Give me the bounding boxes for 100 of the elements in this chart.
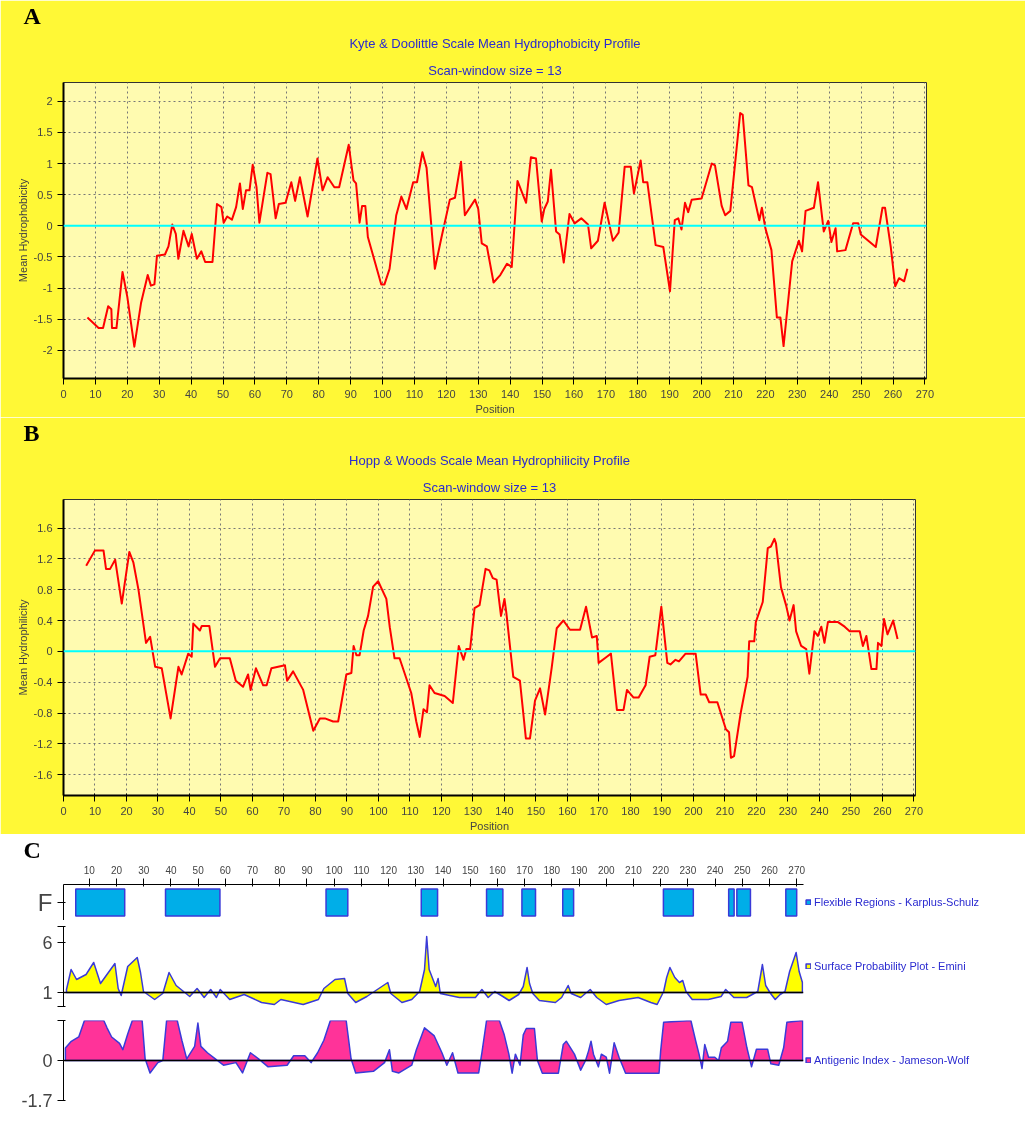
bar	[420, 888, 439, 917]
y-tick-label: -1	[42, 282, 53, 295]
x-tick-label: 230	[679, 864, 697, 876]
x-tick-label: 140	[500, 387, 520, 400]
y-tick-label: 1.6	[37, 522, 53, 535]
text: B	[23, 419, 40, 446]
chart-subtitle: Scan-window size = 13	[428, 62, 562, 78]
x-tick-label: 240	[820, 387, 839, 400]
x-tick-label: 80	[309, 804, 322, 817]
x-tick-label: 210	[625, 864, 643, 876]
x-tick-label: 230	[778, 804, 798, 817]
x-tick-label: 260	[761, 864, 779, 876]
y-axis-title: Mean Hydrophilicity	[16, 599, 29, 696]
chart-title: Kyte & Doolittle Scale Mean Hydrophobicity Profile	[349, 35, 641, 51]
y-tick-label: -0.4	[33, 676, 53, 689]
x-tick-label: 60	[219, 864, 232, 876]
x-tick-label: 140	[495, 804, 514, 817]
x-tick-label: 60	[248, 387, 262, 400]
x-tick-label: 40	[183, 804, 196, 817]
legend-label: Antigenic Index - Jameson-Wolf	[814, 1054, 970, 1066]
bar	[164, 888, 221, 917]
x-tick-label: 150	[461, 864, 480, 876]
bar	[325, 888, 349, 917]
bar	[662, 888, 695, 917]
x-tick-label: 160	[489, 864, 507, 876]
y-tick-label: 0.4	[37, 614, 53, 627]
x-tick-label: 0	[60, 804, 67, 817]
x-tick-label: 160	[564, 387, 584, 400]
x-tick-label: 170	[516, 864, 534, 876]
x-tick-label: 220	[747, 804, 766, 817]
y-tick-label: -1.2	[33, 737, 53, 750]
x-axis-title: Position	[469, 819, 510, 832]
y-tick-label: 0	[42, 1051, 53, 1071]
x-tick-label: 140	[434, 864, 452, 876]
x-tick-label: 40	[165, 864, 177, 876]
y-tick-label: 0	[46, 219, 53, 232]
y-tick-label: -1.6	[33, 768, 53, 781]
x-tick-label: 260	[873, 804, 892, 817]
x-tick-label: 100	[325, 864, 343, 876]
x-tick-label: 270	[915, 387, 935, 400]
x-tick-label: 190	[660, 387, 679, 400]
x-tick-label: 160	[558, 804, 577, 817]
bar	[74, 888, 126, 917]
x-tick-label: 210	[724, 387, 743, 400]
x-tick-label: 90	[344, 387, 357, 400]
y-tick-label: 0	[46, 645, 53, 658]
x-tick-label: 30	[138, 864, 150, 876]
x-tick-label: 70	[277, 804, 291, 817]
x-tick-label: 200	[684, 804, 703, 817]
legend-label: Surface Probability Plot - Emini	[814, 960, 966, 972]
x-tick-label: 90	[340, 804, 354, 817]
bar	[785, 888, 798, 917]
x-tick-label: 10	[89, 387, 102, 400]
x-tick-label: 0	[60, 387, 67, 400]
bar	[561, 888, 575, 917]
y-tick-label: 1	[42, 983, 53, 1003]
x-tick-label: 20	[120, 804, 133, 817]
y-tick-label: -1.5	[33, 313, 53, 326]
x-tick-label: 250	[851, 387, 871, 400]
x-tick-label: 120	[432, 804, 451, 817]
line-series	[85, 537, 899, 759]
bar	[521, 888, 537, 917]
x-tick-label: 250	[841, 804, 861, 817]
x-tick-label: 50	[214, 804, 228, 817]
x-axis-title: Position	[475, 402, 515, 415]
x-tick-label: 30	[153, 387, 166, 400]
x-tick-label: 10	[88, 804, 102, 817]
x-tick-label: 20	[121, 387, 134, 400]
y-tick-label: 1	[46, 157, 53, 170]
x-tick-label: 250	[733, 864, 752, 876]
x-tick-label: 180	[621, 804, 640, 817]
y-tick-label: -1.7	[21, 1091, 53, 1111]
y-tick-label: 6	[42, 933, 53, 953]
x-tick-label: 50	[192, 864, 205, 876]
x-tick-label: 120	[380, 864, 398, 876]
x-tick-label: 90	[301, 864, 313, 876]
legend-label: Flexible Regions - Karplus-Schulz	[814, 896, 980, 908]
x-tick-label: 50	[216, 387, 230, 400]
x-tick-label: 190	[652, 804, 672, 817]
line-series	[86, 112, 909, 348]
x-tick-label: 270	[904, 804, 924, 817]
x-tick-label: 180	[543, 864, 561, 876]
x-tick-label: 170	[589, 804, 609, 817]
x-tick-label: 60	[246, 804, 259, 817]
x-tick-label: 240	[810, 804, 829, 817]
y-axis-title: Mean Hydrophobicity	[16, 178, 29, 283]
x-tick-label: 220	[756, 387, 775, 400]
x-tick-label: 110	[401, 804, 419, 817]
x-tick-label: 30	[151, 804, 165, 817]
x-tick-label: 180	[628, 387, 647, 400]
x-tick-label: 70	[280, 387, 293, 400]
x-tick-label: 240	[706, 864, 724, 876]
x-tick-label: 190	[570, 864, 588, 876]
x-tick-label: 110	[353, 864, 370, 876]
text: A	[23, 2, 42, 29]
chart-subtitle: Scan-window size = 13	[422, 479, 557, 495]
y-tick-label: 0.8	[37, 583, 53, 596]
x-tick-label: 170	[596, 387, 616, 400]
bar	[485, 888, 504, 917]
x-tick-label: 200	[692, 387, 711, 400]
